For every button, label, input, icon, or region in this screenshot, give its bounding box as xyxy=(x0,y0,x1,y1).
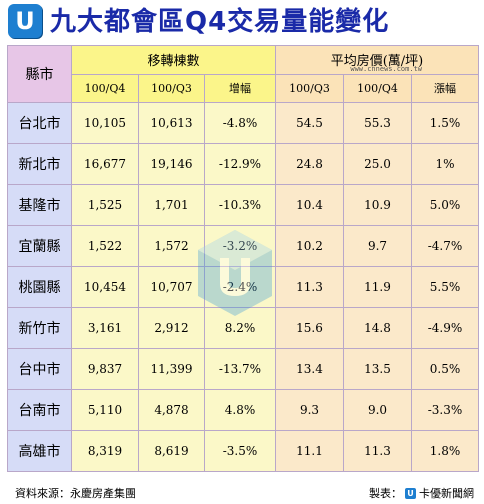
transactions-group-header: 移轉棟數 xyxy=(71,45,276,75)
q3-cell: 10,613 xyxy=(138,102,205,144)
price-q3-cell: 13.4 xyxy=(275,348,344,390)
q3-cell: 1,572 xyxy=(138,225,205,267)
q3-cell: 2,912 xyxy=(138,307,205,349)
q3-cell: 4,878 xyxy=(138,389,205,431)
sub-header-q3: 100/Q3 xyxy=(138,73,205,103)
price-q4-cell: 9.7 xyxy=(343,225,412,267)
table-container: 縣市 移轉棟數 平均房價(萬/坪) www.cnnews.com.tw 100/… xyxy=(7,45,480,472)
city-cell: 台南市 xyxy=(7,389,72,431)
sub-header-change: 增幅 xyxy=(204,73,276,103)
change-cell: -2.4% xyxy=(204,266,276,308)
sub-header-rise: 漲幅 xyxy=(410,73,480,103)
change-cell: 4.8% xyxy=(204,389,276,431)
price-group-header: 平均房價(萬/坪) www.cnnews.com.tw xyxy=(274,45,480,75)
table-row: 新竹市 3,161 2,912 8.2% 15.6 14.8 -4.9% xyxy=(7,307,480,349)
city-cell: 桃園縣 xyxy=(7,266,72,308)
page-title: 九大都會區Q4交易量能變化 xyxy=(50,7,390,37)
rise-cell: -3.3% xyxy=(410,389,480,431)
price-q4-cell: 9.0 xyxy=(343,389,412,431)
maker-label: 製表： xyxy=(369,487,402,500)
price-q4-cell: 13.5 xyxy=(343,348,412,390)
q4-cell: 9,837 xyxy=(71,348,139,390)
maker-credit: 製表： U 卡優新聞網 xyxy=(369,485,474,501)
change-cell: -13.7% xyxy=(204,348,276,390)
table-row: 新北市 16,677 19,146 -12.9% 24.8 25.0 1% xyxy=(7,143,480,185)
q4-cell: 5,110 xyxy=(71,389,139,431)
cardu-mini-logo-icon: U xyxy=(405,487,416,499)
q4-cell: 1,522 xyxy=(71,225,139,267)
data-table: 縣市 移轉棟數 平均房價(萬/坪) www.cnnews.com.tw 100/… xyxy=(7,45,480,472)
source-note: 資料來源：永慶房產集團 xyxy=(15,487,136,500)
sub-header-q4: 100/Q4 xyxy=(71,73,139,103)
table-row: 高雄市 8,319 8,619 -3.5% 11.1 11.3 1.8% xyxy=(7,430,480,472)
price-q3-cell: 11.1 xyxy=(275,430,344,472)
table-row: 宜蘭縣 1,522 1,572 -3.2% 10.2 9.7 -4.7% xyxy=(7,225,480,267)
q4-cell: 16,677 xyxy=(71,143,139,185)
price-q4-cell: 11.3 xyxy=(343,430,412,472)
change-cell: -12.9% xyxy=(204,143,276,185)
table-row: 台中市 9,837 11,399 -13.7% 13.4 13.5 0.5% xyxy=(7,348,480,390)
q3-cell: 1,701 xyxy=(138,184,205,226)
rise-cell: -4.7% xyxy=(410,225,480,267)
price-q4-cell: 11.9 xyxy=(343,266,412,308)
city-cell: 新北市 xyxy=(7,143,72,185)
city-cell: 台中市 xyxy=(7,348,72,390)
city-cell: 宜蘭縣 xyxy=(7,225,72,267)
q3-cell: 10,707 xyxy=(138,266,205,308)
price-q4-cell: 55.3 xyxy=(343,102,412,144)
price-q3-cell: 9.3 xyxy=(275,389,344,431)
rise-cell: 5.5% xyxy=(410,266,480,308)
change-cell: 8.2% xyxy=(204,307,276,349)
price-q3-cell: 54.5 xyxy=(275,102,344,144)
change-cell: -3.2% xyxy=(204,225,276,267)
q3-cell: 19,146 xyxy=(138,143,205,185)
footer: 資料來源：永慶房產集團 製表： U 卡優新聞網 xyxy=(7,484,478,502)
price-q4-cell: 10.9 xyxy=(343,184,412,226)
sub-header-price-q4: 100/Q4 xyxy=(343,73,412,103)
watermark-url: www.cnnews.com.tw xyxy=(350,64,423,73)
q3-cell: 11,399 xyxy=(138,348,205,390)
price-group-label: 平均房價(萬/坪) xyxy=(330,54,424,70)
rise-cell: 5.0% xyxy=(410,184,480,226)
table-row: 桃園縣 10,454 10,707 -2.4% 11.3 11.9 5.5% xyxy=(7,266,480,308)
q4-cell: 8,319 xyxy=(71,430,139,472)
city-column-header: 縣市 xyxy=(7,45,72,103)
rise-cell: -4.9% xyxy=(410,307,480,349)
price-q3-cell: 10.2 xyxy=(275,225,344,267)
city-cell: 新竹市 xyxy=(7,307,72,349)
table-row: 台南市 5,110 4,878 4.8% 9.3 9.0 -3.3% xyxy=(7,389,480,431)
q4-cell: 10,105 xyxy=(71,102,139,144)
price-q3-cell: 24.8 xyxy=(275,143,344,185)
q3-cell: 8,619 xyxy=(138,430,205,472)
q4-cell: 10,454 xyxy=(71,266,139,308)
cardu-logo-icon: U xyxy=(8,4,42,38)
city-cell: 台北市 xyxy=(7,102,72,144)
rise-cell: 1.8% xyxy=(410,430,480,472)
price-q3-cell: 10.4 xyxy=(275,184,344,226)
price-q3-cell: 11.3 xyxy=(275,266,344,308)
rise-cell: 1.5% xyxy=(410,102,480,144)
q4-cell: 1,525 xyxy=(71,184,139,226)
maker-name: 卡優新聞網 xyxy=(419,487,474,500)
sub-header-price-q3: 100/Q3 xyxy=(275,73,344,103)
rise-cell: 1% xyxy=(410,143,480,185)
city-cell: 高雄市 xyxy=(7,430,72,472)
table-row: 基隆市 1,525 1,701 -10.3% 10.4 10.9 5.0% xyxy=(7,184,480,226)
header: U 九大都會區Q4交易量能變化 xyxy=(0,0,484,44)
price-q3-cell: 15.6 xyxy=(275,307,344,349)
city-cell: 基隆市 xyxy=(7,184,72,226)
rise-cell: 0.5% xyxy=(410,348,480,390)
change-cell: -4.8% xyxy=(204,102,276,144)
change-cell: -3.5% xyxy=(204,430,276,472)
q4-cell: 3,161 xyxy=(71,307,139,349)
price-q4-cell: 25.0 xyxy=(343,143,412,185)
table-row: 台北市 10,105 10,613 -4.8% 54.5 55.3 1.5% xyxy=(7,102,480,144)
change-cell: -10.3% xyxy=(204,184,276,226)
price-q4-cell: 14.8 xyxy=(343,307,412,349)
